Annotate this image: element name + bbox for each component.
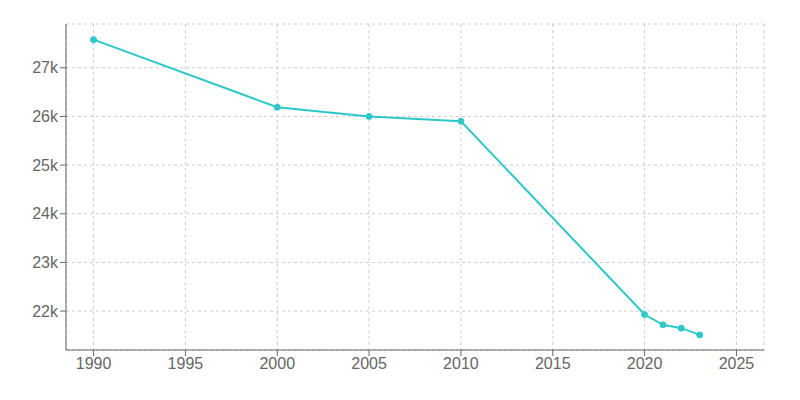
svg-text:2005: 2005 — [351, 355, 387, 372]
svg-text:1995: 1995 — [168, 355, 204, 372]
svg-text:24k: 24k — [32, 205, 59, 222]
svg-text:2025: 2025 — [719, 355, 755, 372]
svg-text:26k: 26k — [32, 108, 59, 125]
svg-text:2020: 2020 — [627, 355, 663, 372]
svg-text:22k: 22k — [32, 303, 59, 320]
svg-text:2015: 2015 — [535, 355, 571, 372]
svg-text:27k: 27k — [32, 59, 59, 76]
svg-text:1990: 1990 — [76, 355, 112, 372]
svg-text:2000: 2000 — [259, 355, 295, 372]
svg-text:23k: 23k — [32, 254, 59, 271]
svg-text:2010: 2010 — [443, 355, 479, 372]
svg-text:25k: 25k — [32, 157, 59, 174]
